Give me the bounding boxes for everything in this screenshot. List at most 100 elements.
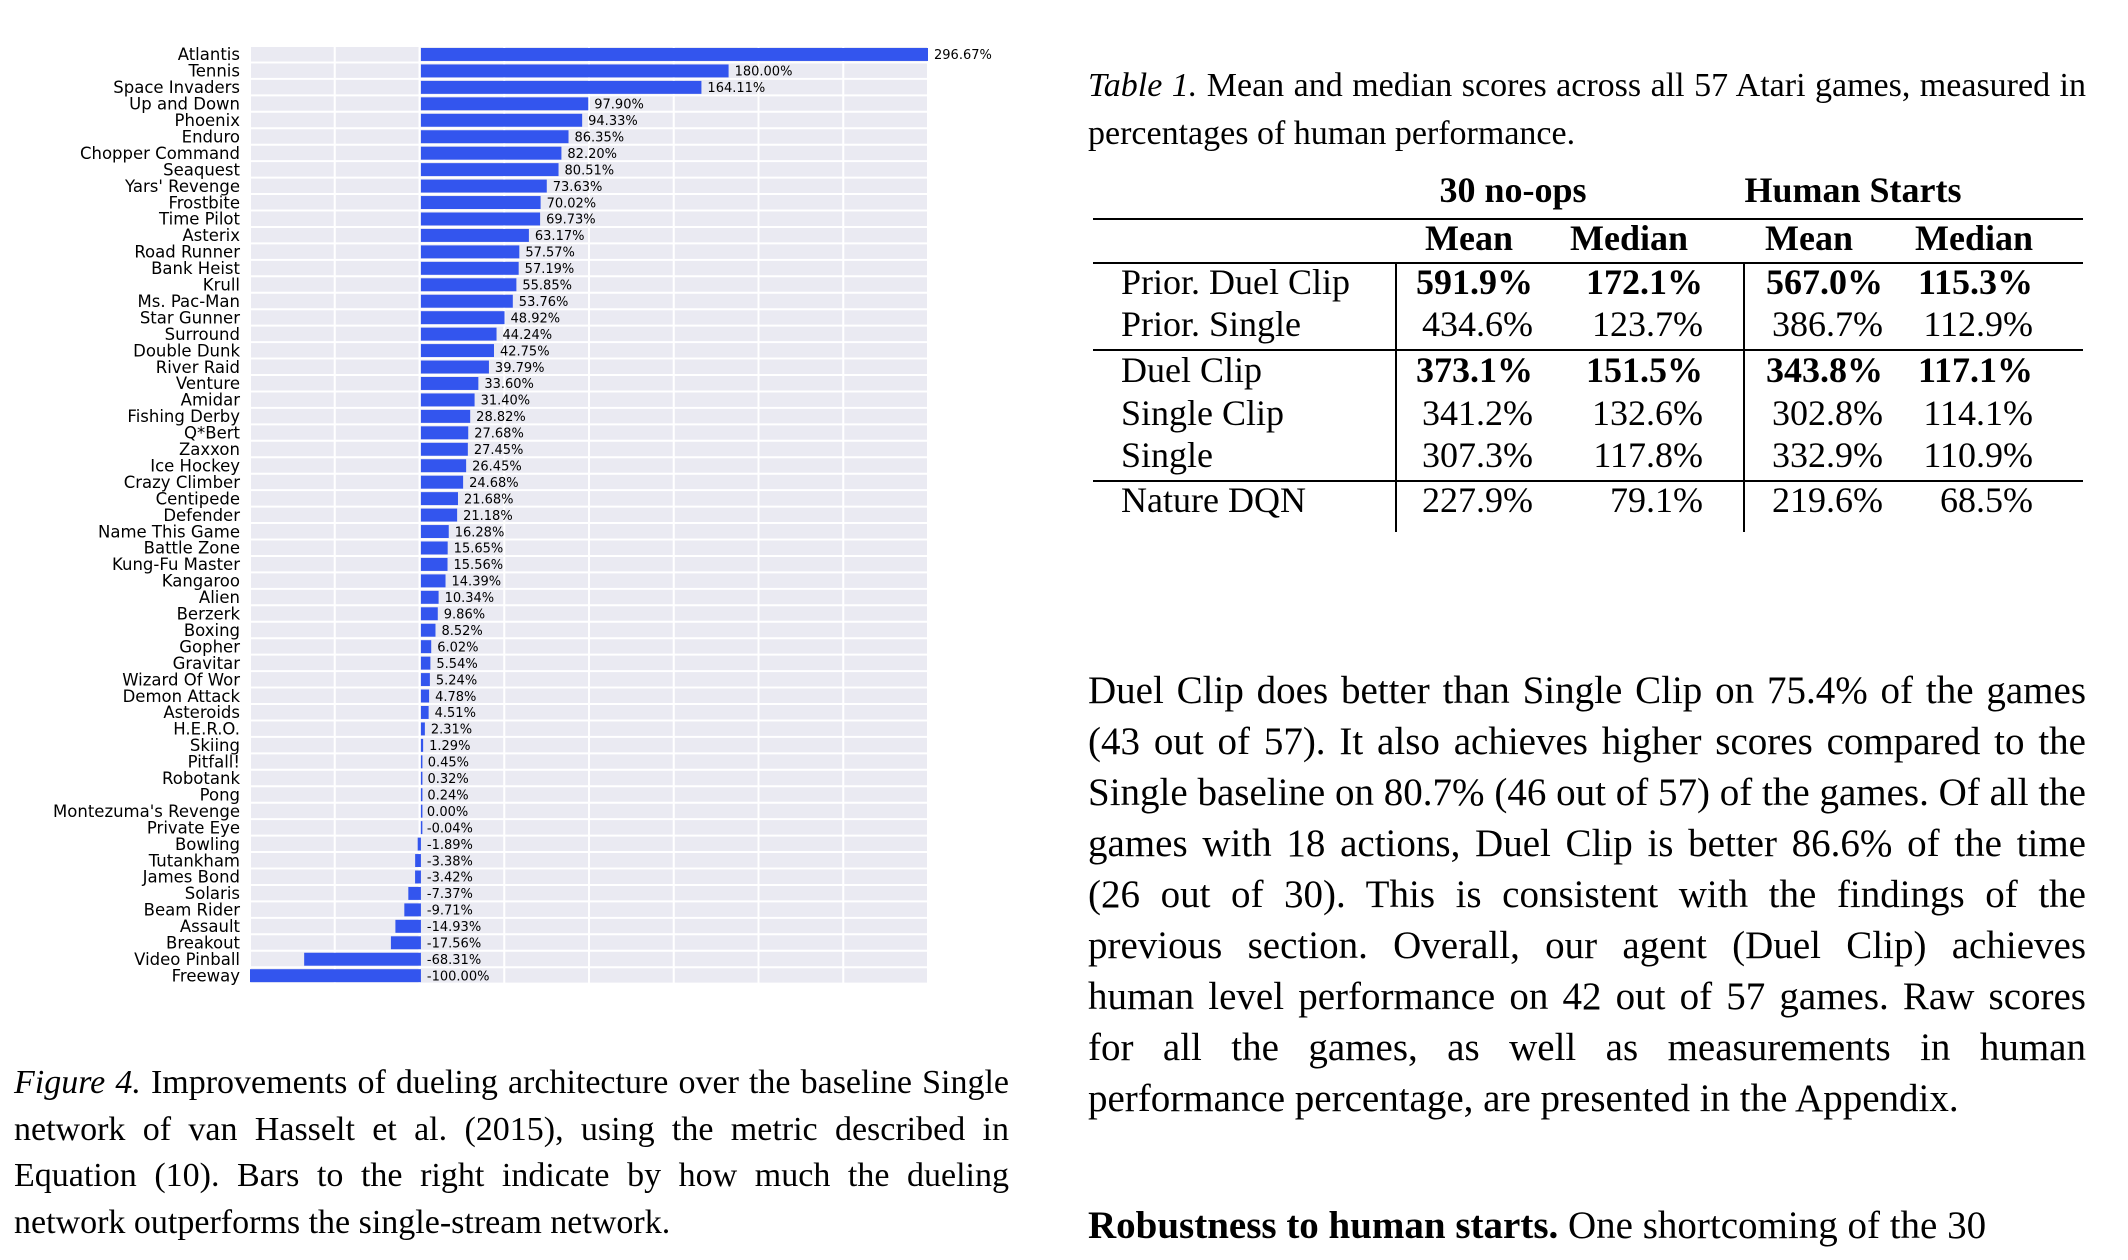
robustness-text: One shortcoming of the 30 — [1568, 1204, 1987, 1247]
row-label: Duel Clip — [1121, 350, 1262, 390]
category-label: Gopher — [179, 637, 240, 656]
category-label: Freeway — [172, 966, 241, 985]
value-label: 8.52% — [441, 624, 482, 639]
bar — [395, 919, 421, 933]
value-label: 70.02% — [547, 196, 597, 211]
row-label: Prior. Duel Clip — [1121, 262, 1351, 302]
value-label: 296.67% — [934, 48, 992, 63]
chart-bars — [250, 48, 928, 983]
col-header-mean-human: Mean — [1765, 218, 1853, 258]
category-label: Venture — [176, 374, 240, 393]
bar — [420, 344, 494, 358]
category-label: Beam Rider — [144, 901, 241, 920]
category-label: Tennis — [187, 62, 240, 81]
value-label: 48.92% — [511, 311, 561, 326]
bar — [415, 854, 421, 867]
bar — [304, 952, 421, 966]
table-cell: 567.0% — [1766, 262, 1883, 302]
table-cell: 172.1% — [1586, 262, 1703, 302]
body-paragraph: Duel Clip does better than Single Clip o… — [1088, 669, 2086, 1120]
bar — [420, 590, 439, 604]
category-label: Phoenix — [175, 111, 241, 130]
bar — [420, 541, 448, 555]
category-label: H.E.R.O. — [173, 720, 240, 739]
category-label: Name This Game — [98, 522, 240, 541]
category-label: Amidar — [181, 391, 241, 410]
table-cell: 307.3% — [1422, 435, 1533, 475]
value-label: 24.68% — [469, 476, 519, 491]
col-header-median-noops: Median — [1569, 218, 1688, 258]
category-label: Asterix — [182, 226, 240, 245]
value-label: 26.45% — [472, 459, 522, 474]
category-label: Boxing — [184, 621, 240, 640]
value-label: -100.00% — [427, 969, 490, 984]
category-label: Double Dunk — [133, 341, 240, 360]
value-label: -17.56% — [427, 937, 481, 952]
table-rule-header — [1093, 262, 2083, 264]
value-label: 9.86% — [444, 608, 485, 623]
value-label: 31.40% — [481, 394, 531, 409]
category-label: Defender — [163, 506, 240, 525]
table-caption: Table 1. Mean and median scores across a… — [1088, 62, 2086, 158]
value-label: 16.28% — [455, 525, 505, 540]
value-label: 5.24% — [436, 673, 477, 688]
value-label: 21.68% — [464, 492, 514, 507]
bar — [420, 393, 475, 407]
row-label: Single Clip — [1121, 393, 1285, 433]
bar — [420, 623, 436, 637]
value-label: 0.24% — [427, 788, 468, 803]
bar — [420, 80, 702, 94]
bar — [420, 574, 446, 588]
figure-caption-label: Figure 4. — [14, 1064, 141, 1101]
bar — [420, 508, 458, 522]
table-cell: 117.1% — [1917, 350, 2033, 390]
value-label: 80.51% — [565, 163, 615, 178]
table-cell: 79.1% — [1610, 480, 1703, 520]
col-header-median-human: Median — [1914, 218, 2033, 258]
value-label: 82.20% — [567, 147, 617, 162]
category-label: Ice Hockey — [150, 456, 240, 475]
bar — [420, 97, 589, 111]
category-label: Pong — [200, 785, 240, 804]
category-label: Star Gunner — [140, 308, 240, 327]
category-label: Yars' Revenge — [124, 177, 240, 196]
category-label: Road Runner — [134, 243, 240, 262]
table-cell: 115.3% — [1917, 262, 2033, 302]
value-label: -68.31% — [427, 953, 481, 968]
category-label: Kung-Fu Master — [112, 555, 240, 574]
value-label: 39.79% — [495, 361, 545, 376]
value-label: 0.00% — [427, 805, 468, 820]
value-label: 86.35% — [575, 130, 625, 145]
bar — [420, 459, 467, 473]
table-rule-section — [1093, 349, 2083, 351]
bar — [420, 196, 541, 209]
bar — [420, 179, 547, 193]
robustness-heading: Robustness to human starts. — [1088, 1204, 1559, 1247]
category-label: Ms. Pac-Man — [138, 292, 240, 311]
bar — [420, 212, 541, 226]
value-label: 4.78% — [435, 690, 476, 705]
table-cell: 112.9% — [1923, 304, 2033, 344]
table-cell: 332.9% — [1772, 435, 1883, 475]
category-label: Up and Down — [129, 95, 240, 114]
category-label: Battle Zone — [144, 539, 240, 558]
value-label: 57.19% — [525, 262, 575, 277]
bar — [420, 788, 423, 802]
bar — [390, 936, 421, 950]
table-rule-section — [1093, 480, 2083, 482]
category-label: Frostbite — [168, 193, 240, 212]
category-label: Space Invaders — [113, 78, 240, 97]
category-label: Wizard Of Wor — [122, 670, 240, 689]
table-cell: 117.8% — [1593, 435, 1703, 475]
category-label: Solaris — [185, 884, 240, 903]
table-cell: 386.7% — [1772, 304, 1883, 344]
figure-caption: Figure 4. Improvements of dueling archit… — [14, 1060, 1009, 1246]
category-label: Q*Bert — [184, 424, 240, 443]
bar — [420, 525, 449, 538]
bar — [420, 278, 517, 292]
bar — [420, 261, 519, 275]
value-label: 57.57% — [525, 246, 575, 261]
category-label: Alien — [199, 588, 240, 607]
table-caption-label: Table 1. — [1088, 67, 1198, 104]
